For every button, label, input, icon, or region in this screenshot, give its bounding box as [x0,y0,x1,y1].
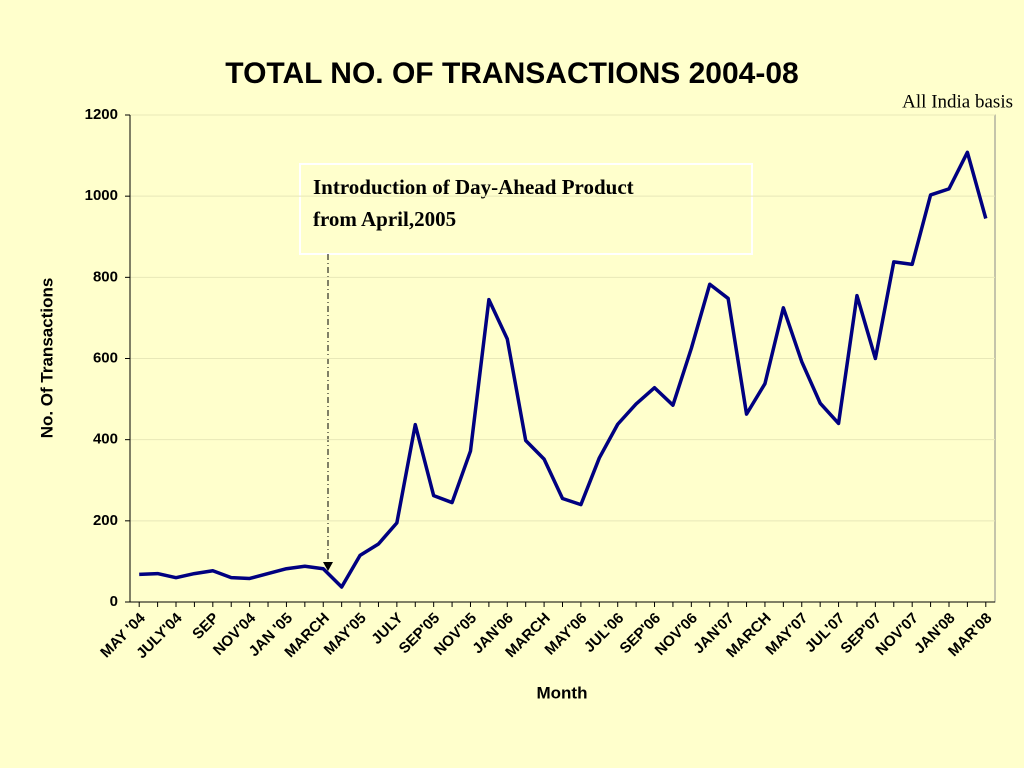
arrow-head [323,562,333,571]
data-line [139,150,988,589]
annotation-text: Introduction of Day-Ahead Product [313,175,634,199]
y-axis-label: No. Of Transactions [37,278,56,439]
y-tick-label: 1000 [85,187,118,204]
y-tick-label: 0 [110,593,118,610]
y-tick-label: 400 [93,431,118,448]
x-axis-label: Month [537,683,588,702]
annotation-text: from April,2005 [313,207,456,231]
x-tick-label: SEP [189,610,222,643]
chart-title: TOTAL NO. OF TRANSACTIONS 2004-08 [225,57,798,90]
annotation-box [299,163,753,255]
y-tick-label: 800 [93,268,118,285]
y-tick-label: 600 [93,349,118,366]
y-tick-label: 1200 [85,106,118,123]
chart-subtitle: All India basis [902,91,1013,112]
y-tick-label: 200 [93,512,118,529]
